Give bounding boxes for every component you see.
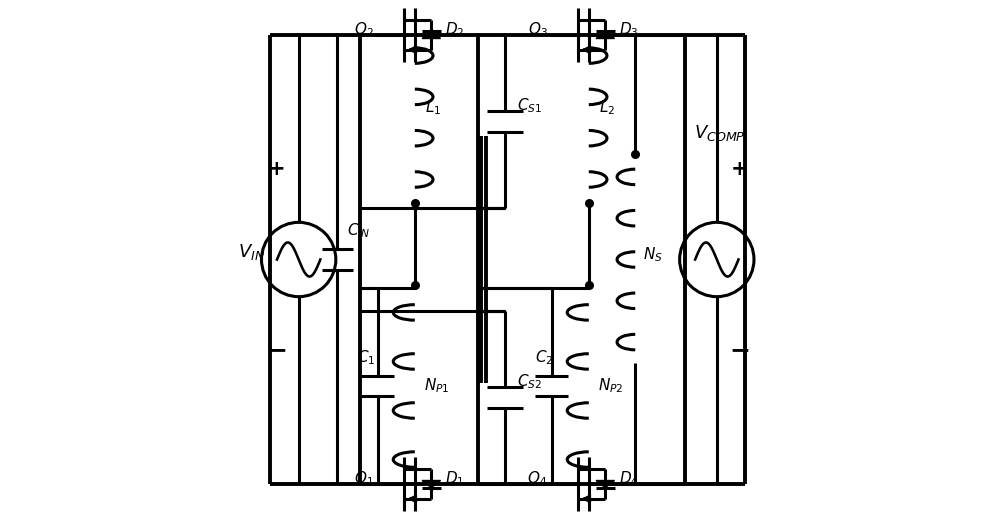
Text: $D_2$: $D_2$ [445, 20, 464, 39]
Text: $Q_3$: $Q_3$ [528, 20, 547, 39]
Text: $D_4$: $D_4$ [619, 470, 639, 488]
Text: $L_2$: $L_2$ [599, 98, 615, 117]
Text: $V_{COMP}$: $V_{COMP}$ [694, 123, 745, 143]
Text: $L_1$: $L_1$ [425, 98, 441, 117]
Text: $C_{IN}$: $C_{IN}$ [347, 222, 370, 240]
Text: +: + [731, 159, 749, 179]
Text: $Q_2$: $Q_2$ [354, 20, 374, 39]
Text: $N_S$: $N_S$ [643, 245, 663, 264]
Text: $N_{P2}$: $N_{P2}$ [598, 377, 624, 395]
Polygon shape [596, 481, 615, 487]
Text: $C_1$: $C_1$ [357, 348, 375, 367]
Text: $Q_1$: $Q_1$ [354, 470, 374, 488]
Text: $D_1$: $D_1$ [445, 470, 464, 488]
Text: $N_{P1}$: $N_{P1}$ [424, 377, 450, 395]
Text: −: − [730, 338, 751, 362]
Text: −: − [266, 338, 287, 362]
Polygon shape [596, 32, 615, 38]
Polygon shape [422, 481, 441, 487]
Text: $V_{IN}$: $V_{IN}$ [238, 242, 265, 262]
Text: $C_{S2}$: $C_{S2}$ [517, 373, 542, 391]
Text: $C_{S1}$: $C_{S1}$ [517, 97, 542, 115]
Text: $D_3$: $D_3$ [619, 20, 638, 39]
Text: $Q_4$: $Q_4$ [527, 470, 547, 488]
Text: +: + [268, 159, 286, 179]
Polygon shape [422, 32, 441, 38]
Text: $C_2$: $C_2$ [535, 348, 553, 367]
